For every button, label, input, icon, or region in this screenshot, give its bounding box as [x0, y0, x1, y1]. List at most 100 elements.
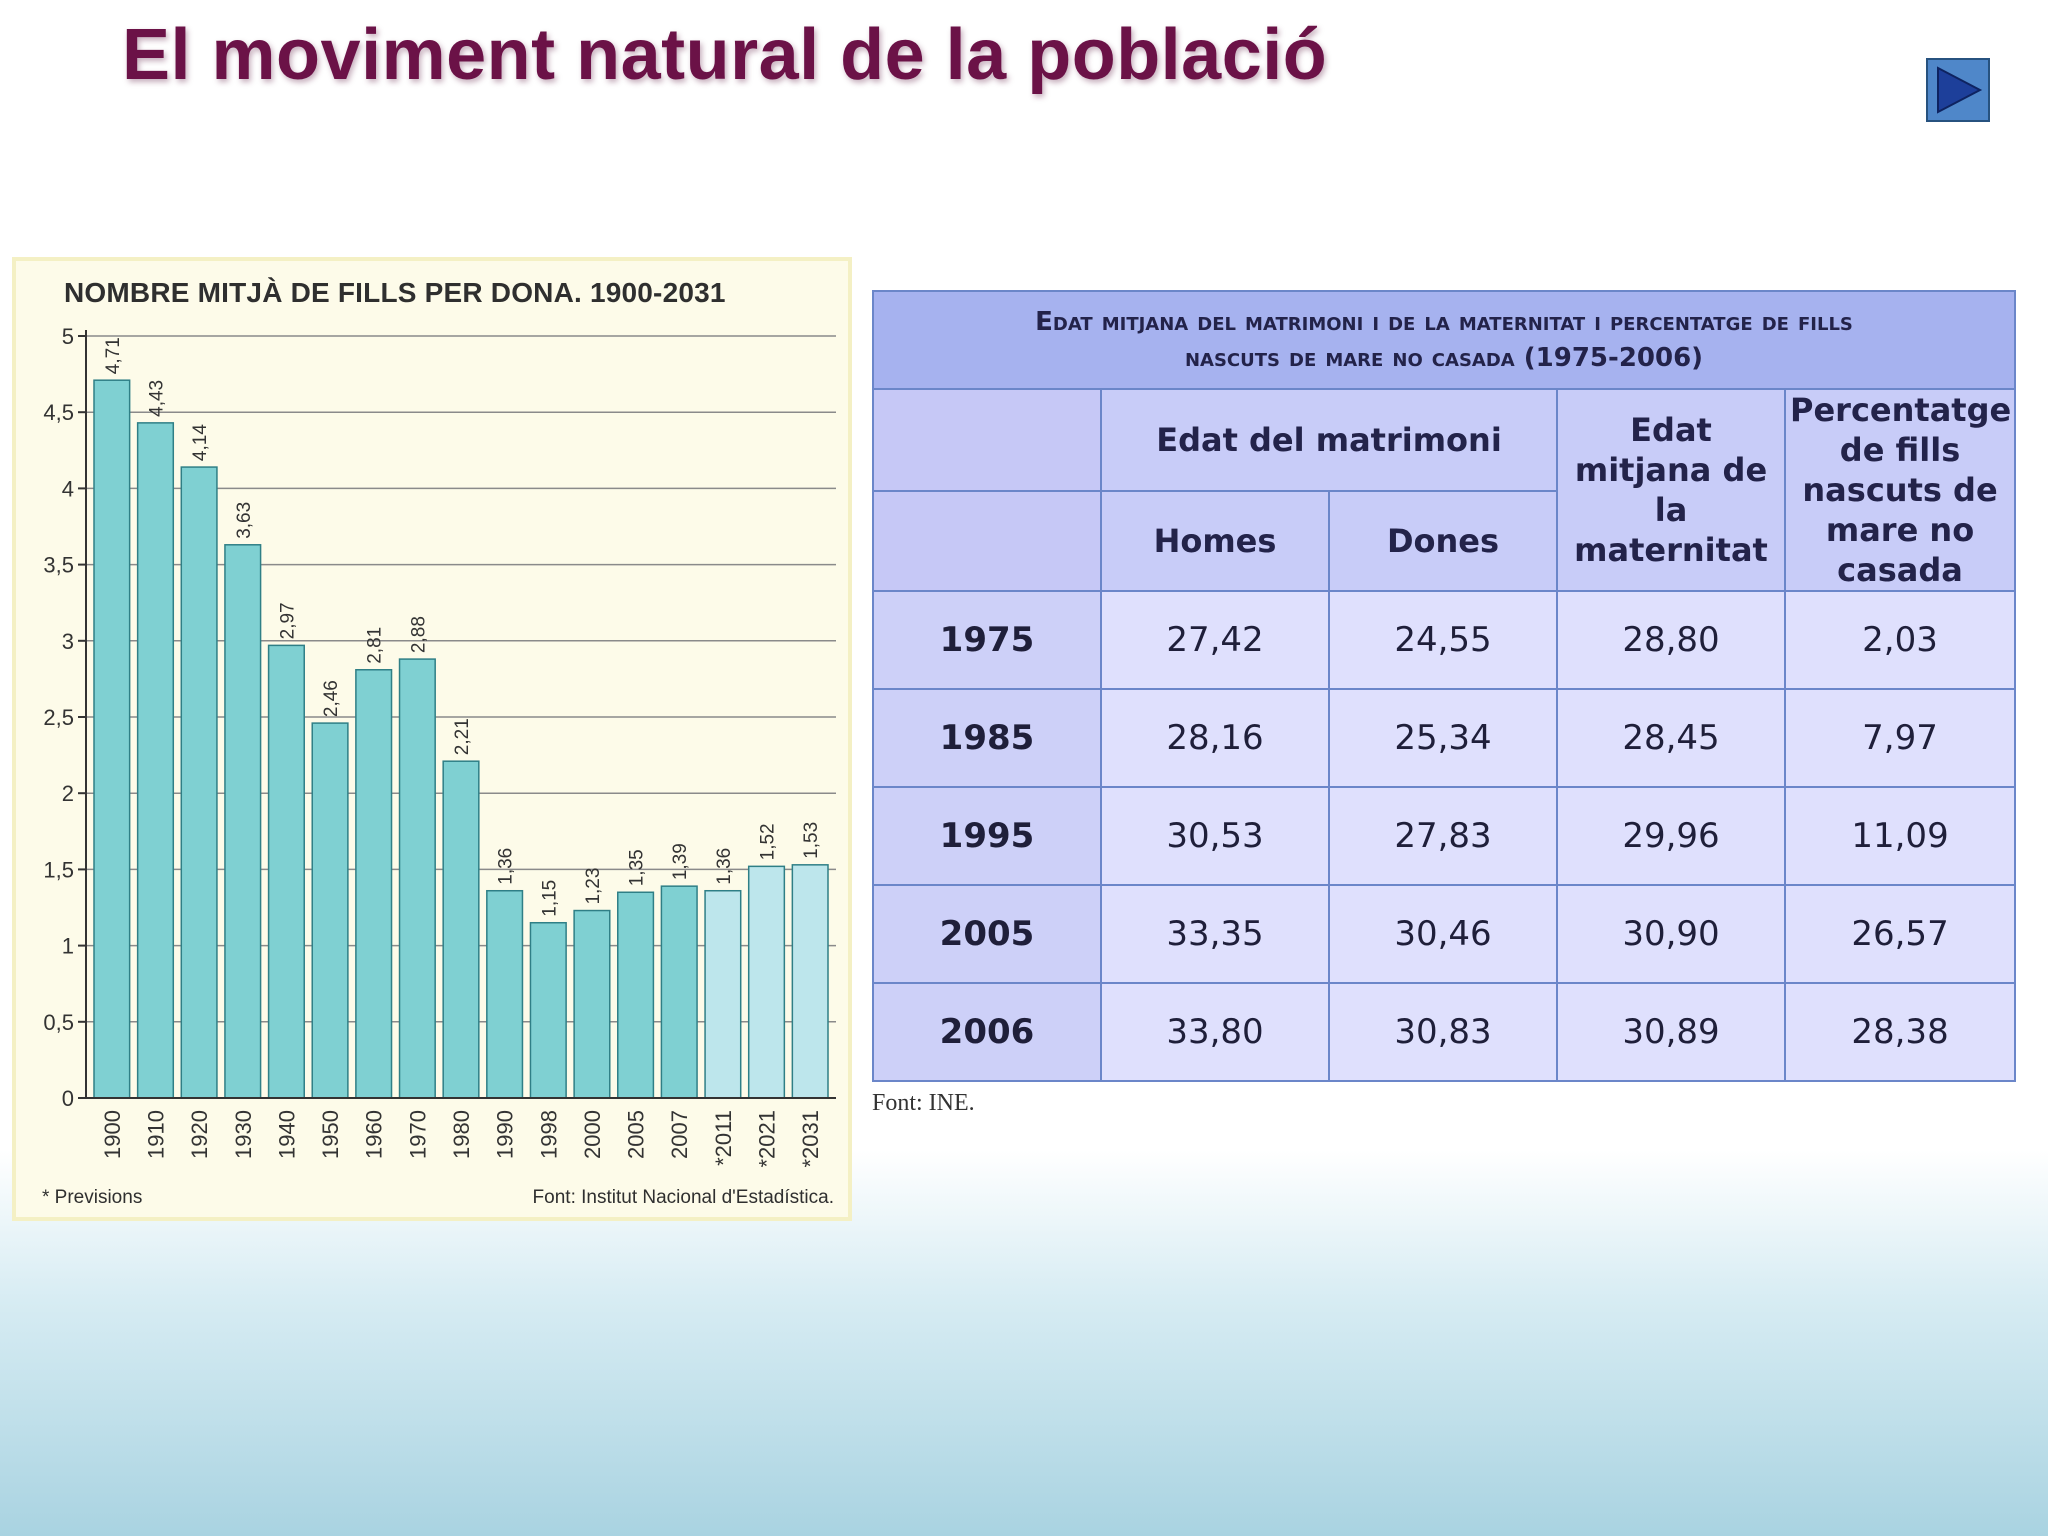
x-tick-label: 2000 — [580, 1110, 605, 1159]
y-tick-label: 2 — [62, 781, 74, 806]
row-percentatge: 26,57 — [1783, 884, 2017, 984]
x-tick-label: 1990 — [493, 1110, 518, 1159]
row-dones: 30,83 — [1328, 982, 1558, 1082]
row-year: 1975 — [872, 590, 1102, 690]
table-row: 2005 33,35 30,46 30,90 26,57 — [872, 884, 2017, 984]
x-tick-label: 1920 — [187, 1110, 212, 1159]
bar — [660, 885, 698, 1099]
x-tick-label: 1998 — [536, 1110, 561, 1159]
row-dones: 24,55 — [1328, 590, 1558, 690]
y-tick-label: 0 — [62, 1086, 74, 1111]
row-homes: 33,35 — [1100, 884, 1330, 984]
row-maternitat: 28,45 — [1556, 688, 1786, 788]
table-source: Font: INE. — [872, 1090, 975, 1116]
table-header-homes: Homes — [1100, 489, 1330, 592]
bar-value-label: 2,97 — [277, 602, 298, 639]
row-percentatge: 28,38 — [1783, 982, 2017, 1082]
table-row: 1975 27,42 24,55 28,80 2,03 — [872, 590, 2017, 690]
chart-note: * Previsions — [42, 1187, 143, 1208]
bar-value-label: 1,23 — [583, 868, 604, 905]
row-percentatge: 11,09 — [1783, 786, 2017, 886]
next-slide-button[interactable] — [1926, 58, 1990, 122]
bar-value-label: 4,14 — [190, 424, 211, 461]
row-homes: 27,42 — [1100, 590, 1330, 690]
y-tick-label: 1 — [62, 934, 74, 959]
x-tick-label: *2011 — [711, 1110, 736, 1166]
bar-value-label: 1,36 — [496, 848, 517, 885]
x-tick-label: 1960 — [362, 1110, 387, 1159]
table-row: 1995 30,53 27,83 29,96 11,09 — [872, 786, 2017, 886]
y-tick-label: 1,5 — [43, 857, 74, 882]
table-header-stub — [872, 388, 1102, 492]
bar — [311, 722, 349, 1099]
bar — [267, 644, 305, 1099]
table-header-percentatge: Percentatge de fills nascuts de mare no … — [1783, 388, 2017, 592]
bar-value-label: 1,35 — [627, 849, 648, 886]
play-triangle-icon — [1937, 66, 1983, 114]
row-homes: 28,16 — [1100, 688, 1330, 788]
x-tick-label: 1900 — [100, 1110, 125, 1159]
bar — [747, 865, 786, 1099]
bar — [704, 889, 742, 1099]
y-tick-label: 3 — [62, 629, 74, 654]
y-tick-label: 5 — [62, 324, 74, 349]
y-tick-label: 4 — [62, 476, 74, 501]
bar — [224, 544, 262, 1099]
bar-value-label: 2,81 — [365, 627, 386, 664]
y-tick-label: 4,5 — [43, 400, 74, 425]
table-caption-line1: Edat mitjana del matrimoni i de la mater… — [1035, 307, 1853, 337]
x-tick-label: 1970 — [405, 1110, 430, 1159]
fertility-chart-panel: NOMBRE MITJÀ DE FILLS PER DONA. 1900-203… — [12, 257, 852, 1221]
chart-title: NOMBRE MITJÀ DE FILLS PER DONA. 1900-203… — [64, 277, 726, 308]
row-maternitat: 29,96 — [1556, 786, 1786, 886]
chart-source: Font: Institut Nacional d'Estadística. — [532, 1187, 834, 1208]
bar — [617, 891, 655, 1099]
row-percentatge: 7,97 — [1783, 688, 2017, 788]
table-caption-line2: nascuts de mare no casada — [1184, 343, 1515, 373]
x-tick-label: *2021 — [755, 1110, 780, 1168]
x-tick-label: 1930 — [231, 1110, 256, 1159]
x-tick-label: 2005 — [624, 1110, 649, 1159]
slide-title: El moviment natural de la població — [122, 15, 1328, 95]
bar-value-label: 1,15 — [539, 880, 560, 917]
bar-value-label: 2,88 — [408, 616, 429, 653]
x-tick-label: 1980 — [449, 1110, 474, 1159]
bar — [93, 379, 131, 1099]
row-year: 1985 — [872, 688, 1102, 788]
row-year: 1995 — [872, 786, 1102, 886]
y-tick-label: 0,5 — [43, 1010, 74, 1035]
row-maternitat: 28,80 — [1556, 590, 1786, 690]
fertility-bar-chart: 00,511,522,533,544,554,7119004,4319104,1… — [43, 324, 836, 1168]
marriage-age-table: Edat mitjana del matrimoni i de la mater… — [871, 290, 2017, 1082]
bar — [529, 921, 567, 1099]
y-tick-label: 3,5 — [43, 553, 74, 578]
bar-value-label: 4,43 — [146, 380, 167, 417]
bar — [398, 658, 436, 1099]
row-year: 2006 — [872, 982, 1102, 1082]
table-header-maternitat: Edat mitjana de la maternitat — [1556, 388, 1786, 592]
row-maternitat: 30,89 — [1556, 982, 1786, 1082]
bar-value-label: 2,46 — [321, 680, 342, 717]
table-header-stub-2 — [872, 489, 1102, 592]
bar-value-label: 3,63 — [234, 502, 255, 539]
row-homes: 33,80 — [1100, 982, 1330, 1082]
bar — [442, 760, 480, 1099]
row-dones: 27,83 — [1328, 786, 1558, 886]
x-tick-label: *2031 — [798, 1110, 823, 1168]
row-percentatge: 2,03 — [1783, 590, 2017, 690]
row-maternitat: 30,90 — [1556, 884, 1786, 984]
bar — [486, 889, 524, 1099]
marriage-age-table-wrap: Edat mitjana del matrimoni i de la mater… — [871, 290, 2017, 1082]
bar-value-label: 1,39 — [670, 843, 691, 880]
bar — [180, 466, 218, 1099]
bar-value-label: 1,52 — [758, 823, 779, 860]
bar-value-label: 2,21 — [452, 718, 473, 755]
x-tick-label: 1940 — [274, 1110, 299, 1159]
table-caption-years: (1975-2006) — [1523, 343, 1704, 373]
bar-value-label: 1,53 — [801, 822, 822, 859]
y-tick-label: 2,5 — [43, 705, 74, 730]
table-caption: Edat mitjana del matrimoni i de la mater… — [871, 290, 2017, 390]
x-tick-label: 2007 — [667, 1110, 692, 1159]
x-tick-label: 1910 — [143, 1110, 168, 1159]
bar — [573, 909, 611, 1099]
